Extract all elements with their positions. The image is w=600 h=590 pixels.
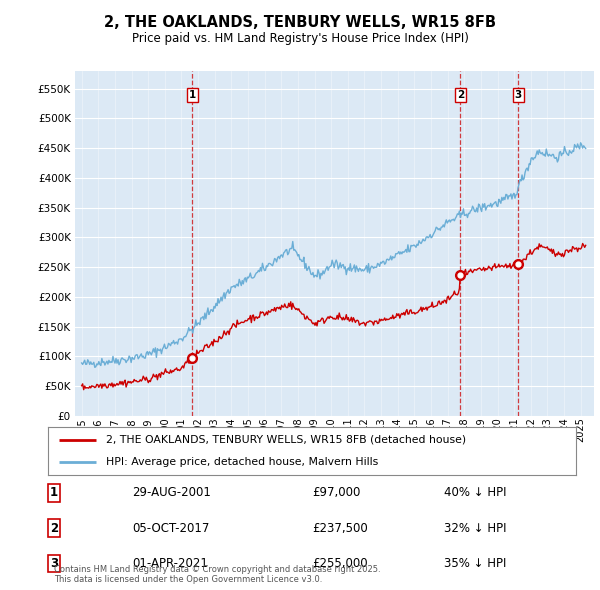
- Text: 2, THE OAKLANDS, TENBURY WELLS, WR15 8FB: 2, THE OAKLANDS, TENBURY WELLS, WR15 8FB: [104, 15, 496, 30]
- Text: Contains HM Land Registry data © Crown copyright and database right 2025.
This d: Contains HM Land Registry data © Crown c…: [54, 565, 380, 584]
- Text: HPI: Average price, detached house, Malvern Hills: HPI: Average price, detached house, Malv…: [106, 457, 379, 467]
- Text: 1: 1: [189, 90, 196, 100]
- Text: 01-APR-2021: 01-APR-2021: [132, 557, 208, 570]
- Text: 40% ↓ HPI: 40% ↓ HPI: [444, 486, 506, 499]
- Text: £97,000: £97,000: [312, 486, 361, 499]
- Text: 3: 3: [515, 90, 522, 100]
- Text: 1: 1: [50, 486, 58, 499]
- Text: Price paid vs. HM Land Registry's House Price Index (HPI): Price paid vs. HM Land Registry's House …: [131, 32, 469, 45]
- Text: 3: 3: [50, 557, 58, 570]
- Text: 32% ↓ HPI: 32% ↓ HPI: [444, 522, 506, 535]
- Text: 35% ↓ HPI: 35% ↓ HPI: [444, 557, 506, 570]
- Text: 05-OCT-2017: 05-OCT-2017: [132, 522, 209, 535]
- Text: £255,000: £255,000: [312, 557, 368, 570]
- Text: 29-AUG-2001: 29-AUG-2001: [132, 486, 211, 499]
- Text: £237,500: £237,500: [312, 522, 368, 535]
- Text: 2: 2: [50, 522, 58, 535]
- Text: 2: 2: [457, 90, 464, 100]
- Text: 2, THE OAKLANDS, TENBURY WELLS, WR15 8FB (detached house): 2, THE OAKLANDS, TENBURY WELLS, WR15 8FB…: [106, 435, 466, 445]
